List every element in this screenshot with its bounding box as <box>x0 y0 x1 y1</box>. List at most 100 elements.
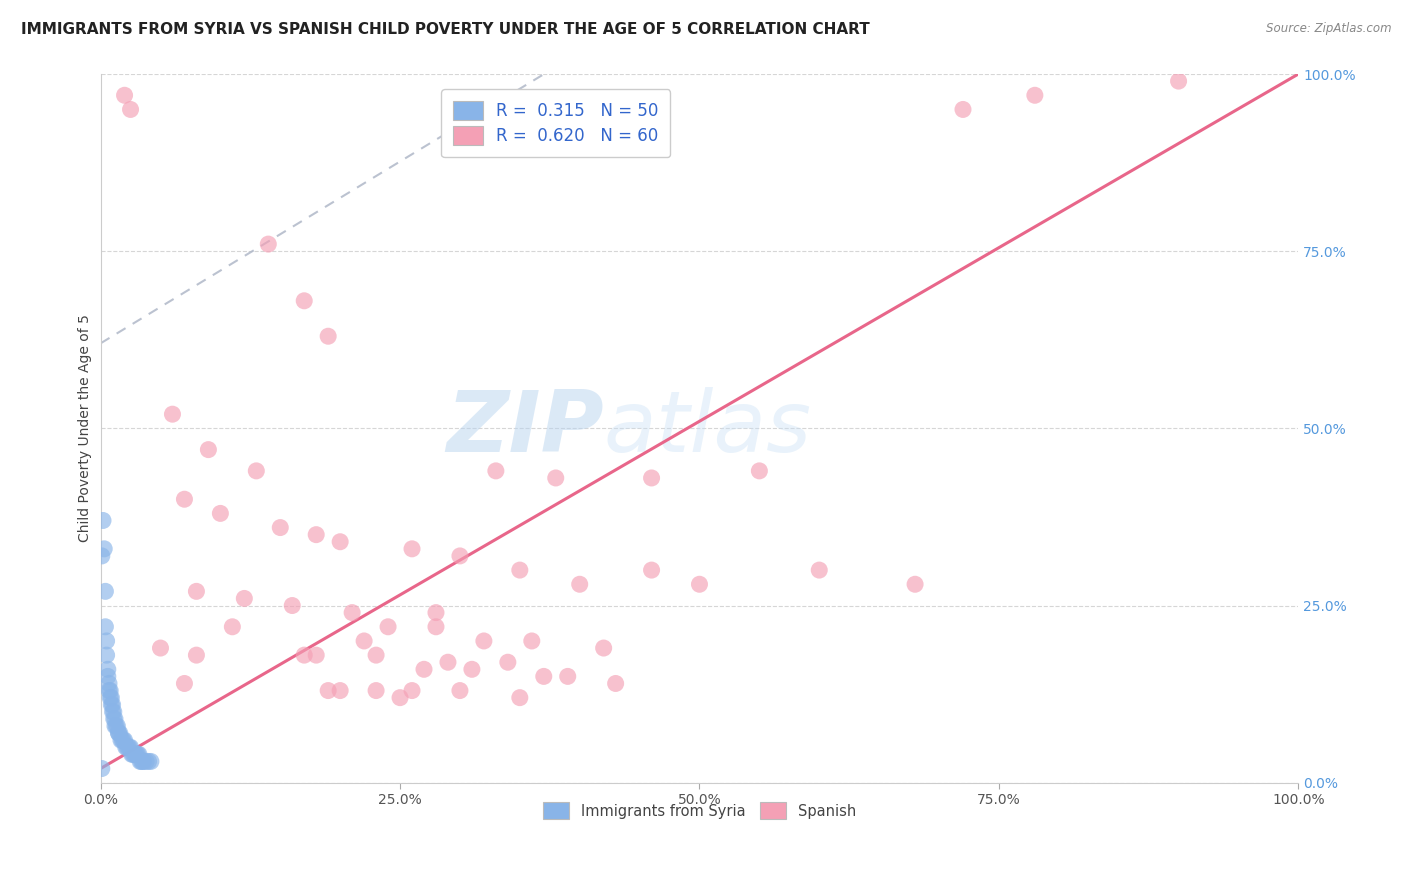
Point <box>425 620 447 634</box>
Point <box>1024 88 1046 103</box>
Point <box>173 492 195 507</box>
Point <box>101 698 124 712</box>
Y-axis label: Child Poverty Under the Age of 5: Child Poverty Under the Age of 5 <box>79 314 93 542</box>
Point <box>197 442 219 457</box>
Point <box>364 648 387 662</box>
Text: ZIP: ZIP <box>446 387 603 470</box>
Point <box>114 740 136 755</box>
Point <box>425 606 447 620</box>
Point <box>509 563 531 577</box>
Point <box>114 88 136 103</box>
Point <box>305 527 328 541</box>
Point <box>162 407 184 421</box>
Point <box>118 740 141 755</box>
Point <box>105 719 128 733</box>
Point <box>401 683 423 698</box>
Point <box>108 726 131 740</box>
Point <box>292 293 315 308</box>
Point <box>544 471 567 485</box>
Point <box>173 676 195 690</box>
Point <box>104 712 127 726</box>
Point <box>533 669 555 683</box>
Point <box>437 655 460 669</box>
Point <box>520 634 543 648</box>
Point <box>748 464 770 478</box>
Point <box>90 762 112 776</box>
Point <box>104 719 127 733</box>
Point <box>96 648 118 662</box>
Point <box>364 683 387 698</box>
Point <box>1167 74 1189 88</box>
Point <box>461 662 484 676</box>
Point <box>329 683 352 698</box>
Point <box>115 740 138 755</box>
Text: IMMIGRANTS FROM SYRIA VS SPANISH CHILD POVERTY UNDER THE AGE OF 5 CORRELATION CH: IMMIGRANTS FROM SYRIA VS SPANISH CHILD P… <box>21 22 870 37</box>
Point <box>90 549 112 563</box>
Point <box>509 690 531 705</box>
Point <box>122 747 145 762</box>
Point <box>120 103 142 117</box>
Point <box>112 733 135 747</box>
Point <box>110 733 132 747</box>
Point <box>472 634 495 648</box>
Point <box>281 599 304 613</box>
Point <box>413 662 436 676</box>
Point <box>120 740 142 755</box>
Point <box>100 690 122 705</box>
Point <box>305 648 328 662</box>
Point <box>292 648 315 662</box>
Point <box>186 584 208 599</box>
Point <box>353 634 375 648</box>
Point <box>101 705 124 719</box>
Point <box>496 655 519 669</box>
Point <box>98 690 121 705</box>
Point <box>485 464 508 478</box>
Point <box>449 549 471 563</box>
Point <box>97 662 120 676</box>
Point <box>149 641 172 656</box>
Point <box>139 755 162 769</box>
Point <box>688 577 710 591</box>
Point <box>401 541 423 556</box>
Point <box>316 683 339 698</box>
Point <box>91 514 114 528</box>
Point <box>557 669 579 683</box>
Point <box>98 683 121 698</box>
Point <box>129 755 152 769</box>
Point <box>124 747 146 762</box>
Point <box>449 683 471 698</box>
Point <box>114 733 136 747</box>
Point <box>127 747 149 762</box>
Point <box>132 755 155 769</box>
Point <box>186 648 208 662</box>
Point <box>340 606 363 620</box>
Point <box>94 620 117 634</box>
Point <box>640 563 662 577</box>
Point <box>98 676 121 690</box>
Point <box>592 641 614 656</box>
Point <box>125 747 148 762</box>
Point <box>316 329 339 343</box>
Point <box>245 464 267 478</box>
Text: Source: ZipAtlas.com: Source: ZipAtlas.com <box>1267 22 1392 36</box>
Point <box>111 733 134 747</box>
Point <box>808 563 831 577</box>
Point <box>269 520 291 534</box>
Point <box>221 620 243 634</box>
Point <box>107 726 129 740</box>
Point <box>100 698 122 712</box>
Point <box>128 747 150 762</box>
Point <box>904 577 927 591</box>
Point <box>93 541 115 556</box>
Point <box>209 507 232 521</box>
Legend: Immigrants from Syria, Spanish: Immigrants from Syria, Spanish <box>537 797 862 825</box>
Point <box>640 471 662 485</box>
Point <box>96 634 118 648</box>
Point <box>605 676 627 690</box>
Point <box>103 712 125 726</box>
Point <box>257 237 280 252</box>
Point <box>138 755 160 769</box>
Point <box>135 755 157 769</box>
Point <box>98 683 121 698</box>
Point <box>952 103 974 117</box>
